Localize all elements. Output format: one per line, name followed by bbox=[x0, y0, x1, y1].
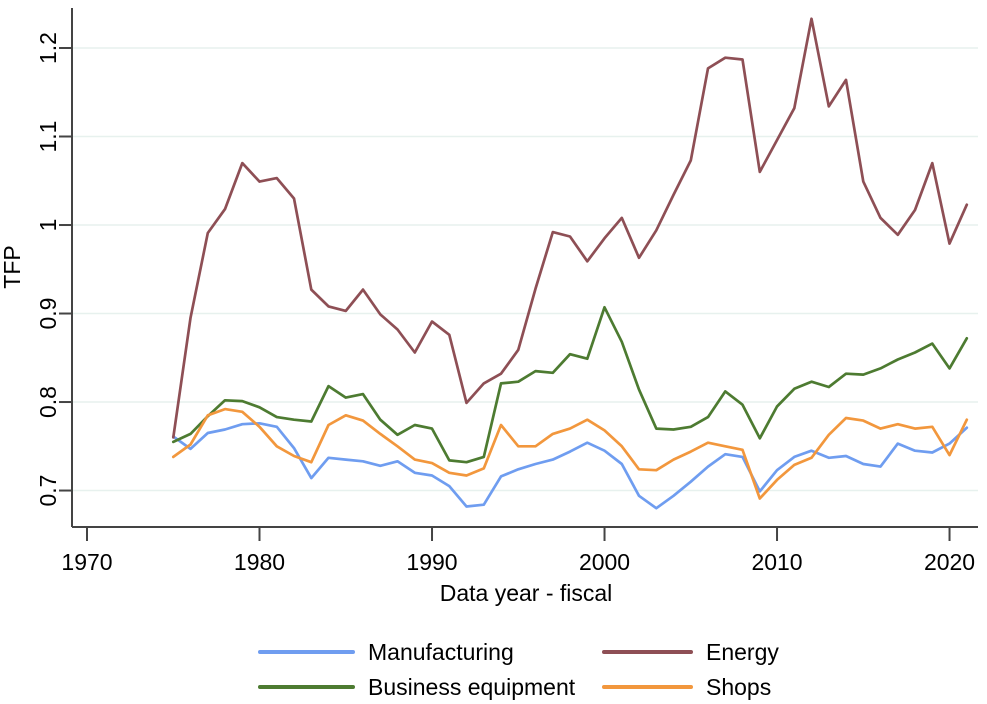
y-tick-label: 1.2 bbox=[35, 32, 61, 64]
y-tick-label: 0.9 bbox=[35, 298, 61, 330]
y-tick-label: 0.8 bbox=[35, 386, 61, 418]
x-tick-label: 1980 bbox=[234, 549, 285, 575]
manufacturing-line-swatch bbox=[258, 650, 355, 654]
series-line-business-equipment bbox=[171, 305, 969, 464]
y-axis-title: TFP bbox=[0, 245, 25, 288]
energy-line-swatch bbox=[602, 650, 693, 654]
y-tick-label: 1.1 bbox=[35, 121, 61, 153]
x-tick-label: 1990 bbox=[406, 549, 457, 575]
legend-item-shops: Shops bbox=[602, 673, 771, 701]
grid-layer bbox=[72, 47, 978, 492]
x-tick-label: 2000 bbox=[579, 549, 630, 575]
business-equipment-line-swatch bbox=[258, 685, 355, 689]
legend-label-energy: Energy bbox=[706, 639, 779, 665]
legend-item-manufacturing: Manufacturing bbox=[258, 638, 514, 666]
shops-line-swatch bbox=[602, 685, 693, 689]
y-tick-label: 1 bbox=[35, 219, 61, 232]
series-line-energy bbox=[171, 17, 969, 439]
x-tick-label: 1970 bbox=[61, 549, 112, 575]
plot-area: 0.7 0.8 0.9 1 1.1 1.2 1970 1980 1990 2000 2010 2020… bbox=[0, 8, 978, 606]
legend-label-manufacturing: Manufacturing bbox=[368, 639, 514, 665]
legend-item-business-equipment: Business equipment bbox=[258, 673, 575, 701]
series-line-manufacturing bbox=[171, 421, 969, 510]
legend-label-shops: Shops bbox=[706, 674, 772, 700]
series-line-shops bbox=[171, 407, 969, 500]
axis-layer: 0.7 0.8 0.9 1 1.1 1.2 1970 1980 1990 2000 2010 2020 bbox=[35, 8, 978, 575]
series-layer bbox=[171, 17, 969, 510]
x-axis-title: Data year - fiscal bbox=[440, 580, 613, 606]
legend-label-business-equipment: Business equipment bbox=[368, 674, 576, 700]
x-tick-label: 2020 bbox=[924, 549, 975, 575]
legend-item-energy: Energy bbox=[602, 638, 779, 666]
y-tick-label: 0.7 bbox=[35, 475, 61, 507]
x-tick-label: 2010 bbox=[751, 549, 802, 575]
